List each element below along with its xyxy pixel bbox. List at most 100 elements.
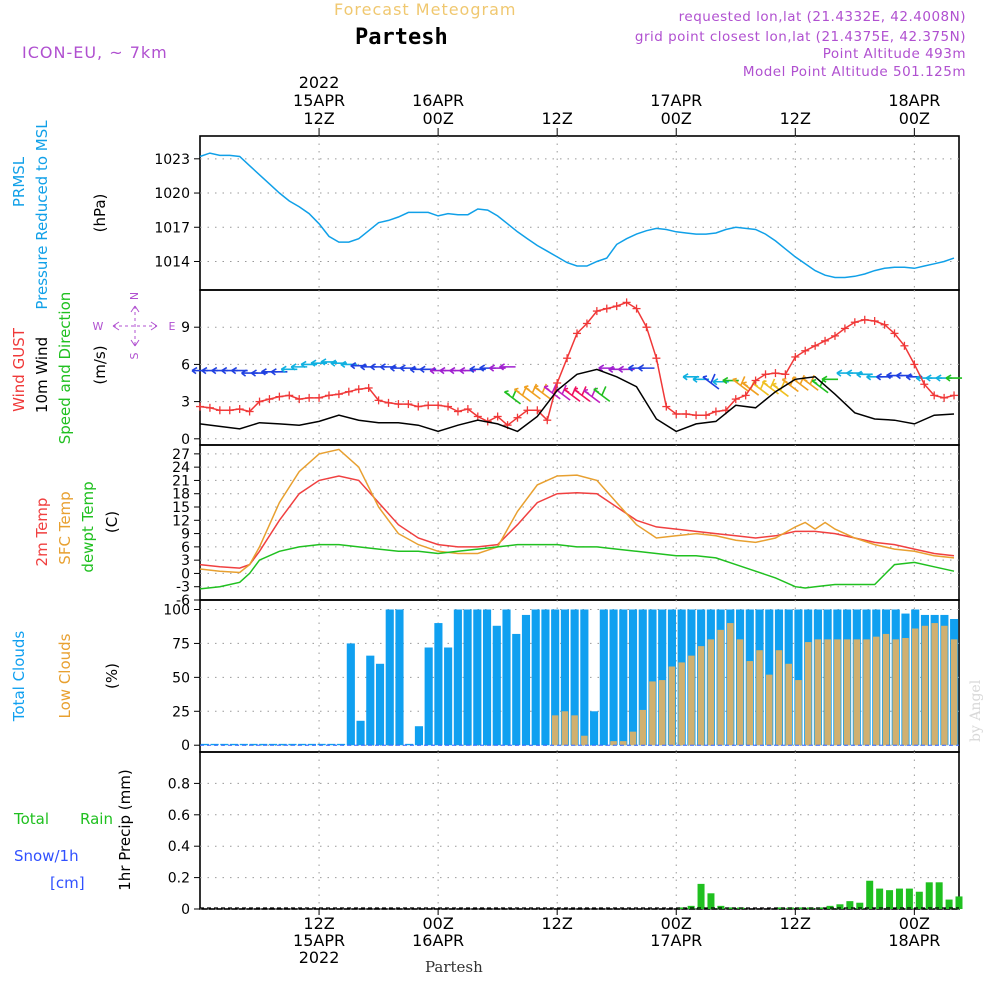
- gust-marker: [493, 412, 502, 421]
- total-cloud-bar: [570, 609, 579, 746]
- top-tick-label: 12Z: [542, 109, 573, 128]
- compass-west: W: [93, 320, 104, 333]
- gust-marker: [245, 407, 254, 416]
- low-cloud-bar: [804, 642, 812, 746]
- total-cloud-bar: [463, 609, 472, 746]
- gust-marker: [513, 413, 522, 422]
- gust-marker: [830, 331, 839, 340]
- requested-coords: requested lon,lat (21.4332E, 42.4008N): [678, 9, 966, 25]
- wind-arrow: [593, 386, 611, 403]
- precip-bar: [895, 888, 903, 909]
- clouds-low-label: Low Clouds: [56, 633, 74, 718]
- gust-marker: [205, 403, 214, 412]
- gust-marker: [295, 395, 304, 404]
- total-cloud-bar: [512, 633, 521, 746]
- gust-marker: [781, 370, 790, 379]
- total-cloud-bar: [628, 609, 638, 746]
- bottom-tick-label: 12Z: [303, 914, 334, 933]
- wind-speed-label: Speed and Direction: [56, 292, 74, 445]
- gust-marker: [255, 397, 264, 406]
- bottom-tick-label: 00Z: [899, 914, 930, 933]
- top-tick-label: 2022: [299, 73, 340, 92]
- gust-marker: [563, 354, 572, 363]
- gust-marker: [731, 395, 740, 404]
- precip-bar: [727, 907, 735, 909]
- sfc-temp-line: [199, 448, 955, 574]
- precip-bar: [945, 899, 953, 909]
- low-cloud-bar: [746, 661, 754, 746]
- temp-2m-label: 2m Temp: [33, 498, 51, 567]
- wind-arrow: [459, 366, 476, 375]
- total-cloud-bar: [278, 743, 287, 746]
- gust-marker: [711, 407, 720, 416]
- gust-marker: [592, 307, 601, 316]
- low-cloud-bar: [795, 680, 802, 746]
- gust-marker: [930, 391, 939, 400]
- wind-arrow: [876, 373, 893, 381]
- low-cloud-bar: [902, 638, 909, 746]
- total-cloud-bar: [405, 743, 414, 746]
- pressure-ytick-label: 1014: [154, 254, 190, 270]
- compass-icon: N S W E: [93, 292, 176, 360]
- total-cloud-bar: [648, 609, 657, 746]
- low-cloud-bar: [620, 741, 627, 746]
- total-cloud-bar: [317, 743, 326, 746]
- temperature-ytick-label: 12: [172, 513, 190, 529]
- wind-arrow: [771, 381, 789, 398]
- gust-marker: [771, 369, 780, 378]
- precip-ytick-label: 0.6: [168, 808, 190, 824]
- wind-arrow: [846, 369, 863, 377]
- wind-ytick-label: 9: [181, 320, 190, 336]
- bottom-tick-label: 16APR: [412, 931, 464, 950]
- precip-panel: 0 0.2 0.4 0.6 0.8: [168, 751, 963, 918]
- precip-bar: [707, 893, 715, 909]
- precip-bar: [905, 888, 913, 909]
- precip-bar: [796, 907, 804, 909]
- gust-marker: [305, 393, 314, 402]
- wind-arrow: [702, 373, 720, 390]
- total-cloud-bar: [482, 609, 492, 746]
- precip-bar: [846, 901, 854, 909]
- compass-east: E: [169, 320, 176, 333]
- gust-marker: [622, 298, 631, 307]
- total-cloud-bar: [385, 609, 394, 746]
- clouds-ytick-label: 50: [172, 670, 190, 686]
- total-cloud-bar: [609, 609, 618, 746]
- gust-marker: [424, 401, 433, 410]
- location-name: Partesh: [355, 25, 448, 50]
- precip-ytick-label: 0: [181, 902, 190, 918]
- precip-bar: [866, 880, 874, 909]
- wind-arrow: [399, 364, 417, 372]
- gust-marker: [801, 346, 810, 355]
- precip-bar: [925, 882, 933, 909]
- temp-dewpt-label: dewpt Temp: [79, 481, 97, 572]
- total-cloud-bar: [337, 743, 346, 746]
- gust-marker: [582, 319, 591, 328]
- gust-marker: [940, 393, 949, 402]
- top-tick-label: 00Z: [422, 109, 453, 128]
- gust-marker: [840, 324, 849, 333]
- gust-marker: [453, 407, 462, 416]
- gust-marker: [573, 329, 582, 338]
- low-cloud-bar: [873, 636, 880, 746]
- bottom-tick-label: 2022: [299, 948, 340, 967]
- temperature-ytick-label: -6: [176, 593, 190, 609]
- total-cloud-bar: [580, 609, 589, 746]
- pressure-panel: 1014 1017 1020 1023: [154, 135, 960, 291]
- total-cloud-bar: [307, 743, 316, 746]
- precip-bar: [886, 890, 894, 909]
- wind-arrow: [489, 364, 506, 372]
- gust-marker: [870, 317, 879, 325]
- top-tick-label: 00Z: [661, 109, 692, 128]
- precip-ytick-label: 0.8: [168, 776, 190, 792]
- gust-marker: [285, 391, 294, 400]
- gust-marker: [404, 400, 413, 409]
- total-cloud-bar: [531, 609, 540, 746]
- total-cloud-bar: [658, 609, 667, 746]
- total-cloud-bar: [346, 643, 355, 746]
- top-tick-label: 00Z: [899, 109, 930, 128]
- low-cloud-bar: [688, 655, 695, 746]
- pressure-line: [199, 152, 955, 279]
- gust-marker: [275, 392, 284, 401]
